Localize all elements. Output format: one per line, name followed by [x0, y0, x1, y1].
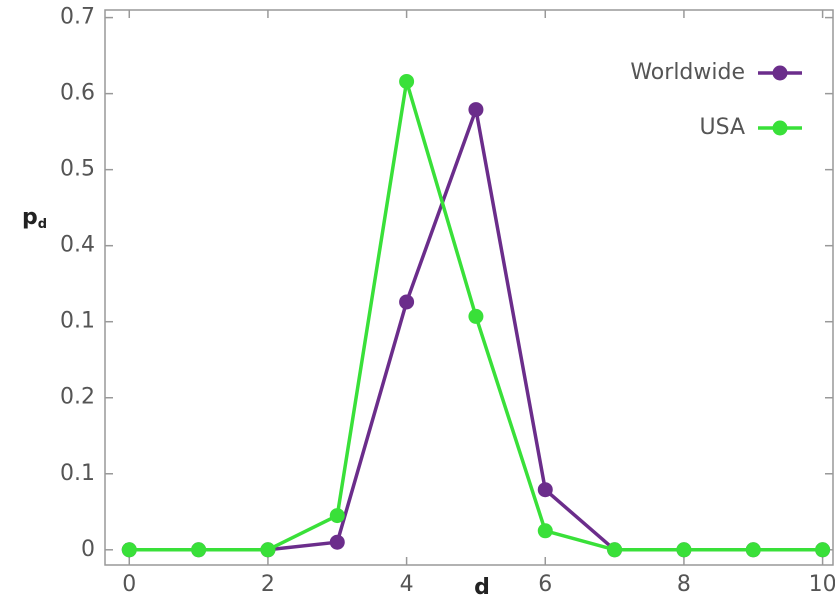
data-point — [121, 542, 137, 558]
y-tick-label: 0.7 — [60, 5, 95, 30]
data-point — [260, 542, 276, 558]
x-tick-label: 6 — [538, 572, 552, 597]
data-point — [745, 542, 761, 558]
y-tick-label: 0.6 — [60, 81, 95, 106]
x-tick-label: 2 — [261, 572, 275, 597]
data-point — [329, 534, 345, 550]
legend-label: Worldwide — [630, 60, 745, 85]
data-point — [191, 542, 207, 558]
x-tick-label: 0 — [122, 572, 136, 597]
data-point — [676, 542, 692, 558]
data-point — [329, 508, 345, 524]
legend-marker — [772, 65, 788, 81]
data-point — [468, 308, 484, 324]
data-point — [815, 542, 831, 558]
x-tick-label: 4 — [400, 572, 414, 597]
y-axis-label-main: p — [22, 205, 38, 230]
y-tick-label: 0.2 — [60, 385, 95, 410]
plot-frame — [104, 9, 834, 566]
data-point — [537, 523, 553, 539]
x-tick-label: 8 — [677, 572, 691, 597]
y-axis-label: pd — [22, 205, 47, 232]
y-tick-label: 0 — [81, 537, 95, 562]
x-tick-label: 10 — [809, 572, 835, 597]
data-point — [468, 102, 484, 118]
series-line — [129, 102, 823, 552]
y-tick-label: 0.1 — [60, 309, 95, 334]
y-axis-label-sub: d — [38, 217, 47, 232]
y-tick-label: 0.5 — [60, 157, 95, 182]
legend-marker — [772, 120, 788, 136]
y-tick-label: 0.4 — [60, 233, 95, 258]
data-point — [399, 294, 415, 310]
y-tick-label: 0.1 — [60, 461, 95, 486]
legend-label: USA — [699, 115, 745, 140]
data-point — [399, 73, 415, 89]
data-point — [537, 482, 553, 498]
x-axis-label: d — [474, 575, 490, 600]
data-point — [607, 542, 623, 558]
